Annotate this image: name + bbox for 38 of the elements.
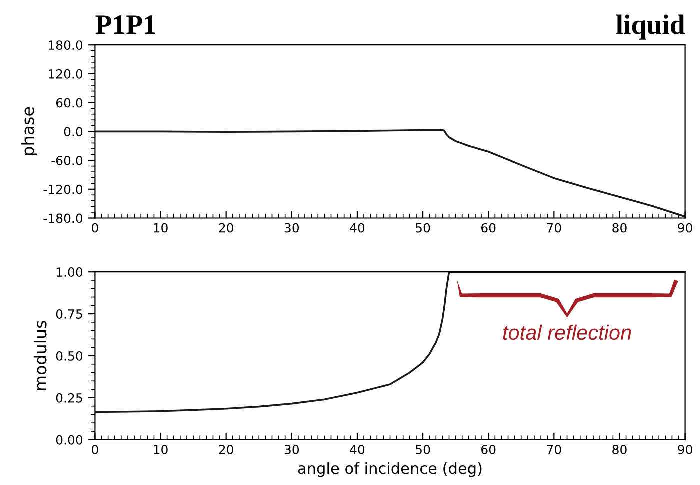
y-tick-label: 0.25	[56, 393, 82, 403]
x-tick-label: 0	[92, 444, 98, 454]
x-tick-label: 30	[284, 444, 300, 454]
y-tick-label: 120.0	[48, 69, 83, 79]
x-tick-label: 90	[678, 444, 692, 454]
x-tick-label: 80	[612, 444, 627, 454]
chart-title: P1P1	[96, 16, 156, 34]
y-tick-label: -180.0	[44, 214, 83, 224]
x-tick-label: 30	[284, 223, 300, 233]
x-axis-title: angle of incidence (deg)	[298, 462, 482, 478]
x-tick-label: 70	[547, 444, 562, 454]
x-tick-label: 20	[219, 223, 234, 233]
y-axis-title: phase	[21, 107, 38, 156]
annotation: total reflection	[503, 324, 632, 340]
x-tick-label: 60	[482, 444, 496, 454]
y-tick-label: 0.0	[64, 127, 83, 137]
x-tick-label: 0	[92, 223, 98, 233]
x-tick-label: 60	[482, 223, 496, 233]
x-tick-label: 50	[416, 223, 430, 233]
x-tick-label: 70	[547, 223, 562, 233]
chart-subtitle: liquid	[616, 14, 685, 40]
x-tick-label: 20	[219, 444, 234, 454]
y-tick-label: 1.00	[56, 268, 83, 278]
x-tick-label: 10	[154, 444, 168, 454]
x-tick-label: 10	[154, 223, 168, 233]
y-tick-label: 0.50	[56, 351, 83, 361]
y-tick-label: 60.0	[56, 98, 83, 108]
x-tick-label: 80	[612, 223, 627, 233]
y-tick-label: 0.00	[56, 435, 83, 445]
y-tick-label: 180.0	[48, 40, 83, 50]
y-tick-label: 0.75	[56, 310, 82, 319]
x-tick-label: 40	[350, 223, 365, 233]
x-tick-label: 50	[416, 444, 430, 454]
x-tick-label: 90	[678, 223, 692, 233]
y-tick-label: -60.0	[52, 156, 83, 166]
y-axis-title: modulus	[34, 321, 47, 390]
x-tick-label: 40	[350, 444, 365, 454]
y-tick-label: -120.0	[44, 184, 83, 194]
